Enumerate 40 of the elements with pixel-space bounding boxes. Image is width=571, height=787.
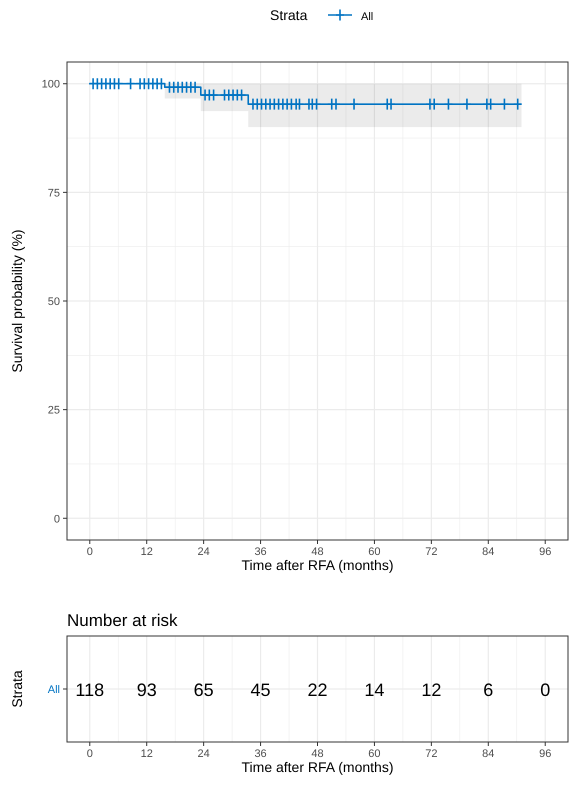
x-tick-label: 12	[140, 546, 153, 558]
legend-label: All	[361, 11, 374, 23]
y-tick-label: 75	[48, 187, 60, 200]
x-tick-label: 96	[539, 546, 552, 558]
y-tick-label: 50	[48, 296, 60, 308]
y-axis-title: Survival probability (%)	[9, 229, 25, 373]
x-tick-label: 48	[311, 546, 324, 558]
x-tick-label: 84	[482, 748, 494, 760]
x-tick-label: 60	[368, 546, 381, 558]
x-tick-label: 24	[198, 748, 210, 760]
chart-title: Number at risk	[67, 611, 178, 630]
x-tick-label: 24	[198, 546, 210, 558]
y-tick-label: 0	[54, 513, 60, 526]
x-tick-label: 12	[140, 748, 153, 760]
x-tick-label: 48	[311, 748, 324, 760]
y-tick-label: All	[48, 684, 60, 696]
x-tick-label: 60	[368, 748, 381, 760]
data-label: 12	[421, 680, 442, 700]
data-label: 65	[194, 680, 214, 700]
x-axis-title: Time after RFA (months)	[242, 557, 394, 573]
data-label: 118	[75, 680, 104, 700]
y-axis-title: Strata	[9, 670, 25, 708]
legend-title: Strata	[270, 7, 308, 23]
data-label: 0	[540, 680, 550, 700]
x-tick-label: 36	[254, 748, 267, 760]
x-axis-title: Time after RFA (months)	[242, 759, 394, 775]
data-label: 22	[307, 680, 328, 700]
x-tick-label: 36	[254, 546, 267, 558]
data-label: 14	[364, 680, 384, 700]
x-tick-label: 0	[86, 748, 93, 760]
data-label: 45	[250, 680, 271, 700]
x-tick-label: 96	[539, 748, 552, 760]
y-tick-label: 100	[42, 78, 60, 91]
data-label: 93	[136, 680, 157, 700]
x-tick-label: 84	[482, 546, 494, 558]
x-tick-label: 72	[425, 748, 438, 760]
x-tick-label: 0	[86, 546, 93, 558]
data-label: 6	[483, 680, 494, 700]
y-tick-label: 25	[48, 404, 60, 417]
x-tick-label: 72	[425, 546, 438, 558]
